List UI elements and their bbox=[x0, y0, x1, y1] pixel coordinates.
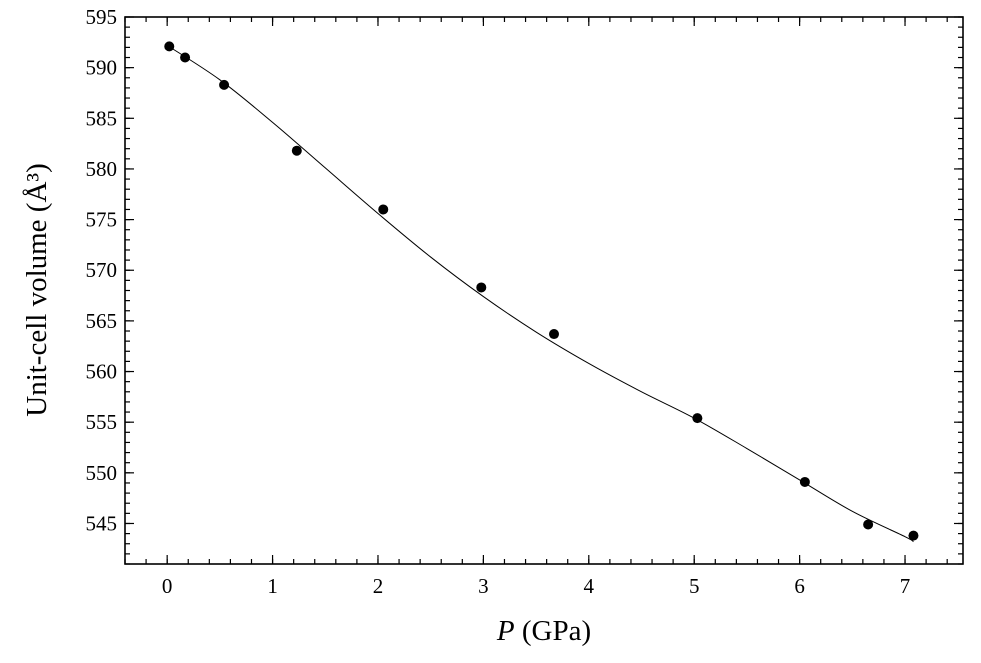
x-tick-label: 1 bbox=[267, 574, 278, 598]
x-tick-label: 0 bbox=[162, 574, 173, 598]
plot-frame bbox=[124, 16, 964, 565]
x-tick-label: 6 bbox=[794, 574, 805, 598]
x-tick-label: 5 bbox=[689, 574, 700, 598]
y-tick-label: 595 bbox=[86, 5, 118, 29]
x-axis-variable: P bbox=[496, 615, 515, 647]
data-points bbox=[164, 41, 919, 541]
x-axis-label: P (GPa) bbox=[496, 615, 591, 647]
y-tick-label: 590 bbox=[86, 56, 118, 80]
data-point bbox=[799, 476, 810, 487]
fit-curve bbox=[166, 44, 914, 543]
minor-ticks bbox=[124, 16, 963, 565]
data-point bbox=[692, 413, 703, 424]
data-point bbox=[180, 52, 191, 63]
data-point bbox=[863, 519, 874, 530]
y-tick-label: 570 bbox=[86, 258, 118, 282]
x-tick-labels: 0 1 2 3 4 5 6 7 bbox=[162, 574, 910, 598]
data-point bbox=[164, 41, 175, 52]
x-axis-unit: (GPa) bbox=[515, 615, 592, 647]
y-tick-labels: 545 550 555 560 565 570 575 580 585 590 595 bbox=[86, 5, 118, 535]
y-axis-label: Unit-cell volume (Å³) bbox=[21, 163, 53, 417]
data-point bbox=[378, 204, 389, 215]
data-point bbox=[291, 145, 302, 156]
y-tick-label: 575 bbox=[86, 208, 118, 232]
major-ticks bbox=[125, 16, 963, 564]
y-tick-label: 555 bbox=[86, 410, 118, 434]
y-tick-label: 550 bbox=[86, 461, 118, 485]
y-tick-label: 585 bbox=[86, 106, 118, 130]
data-point bbox=[908, 530, 919, 541]
x-tick-label: 4 bbox=[584, 574, 595, 598]
data-point bbox=[549, 329, 560, 340]
x-tick-label: 7 bbox=[900, 574, 911, 598]
y-tick-label: 580 bbox=[86, 157, 118, 181]
y-tick-label: 560 bbox=[86, 360, 118, 384]
data-point bbox=[219, 79, 230, 90]
x-tick-label: 2 bbox=[373, 574, 384, 598]
data-point bbox=[476, 282, 487, 293]
x-tick-label: 3 bbox=[478, 574, 489, 598]
y-tick-label: 565 bbox=[86, 309, 118, 333]
y-tick-label: 545 bbox=[86, 511, 118, 535]
